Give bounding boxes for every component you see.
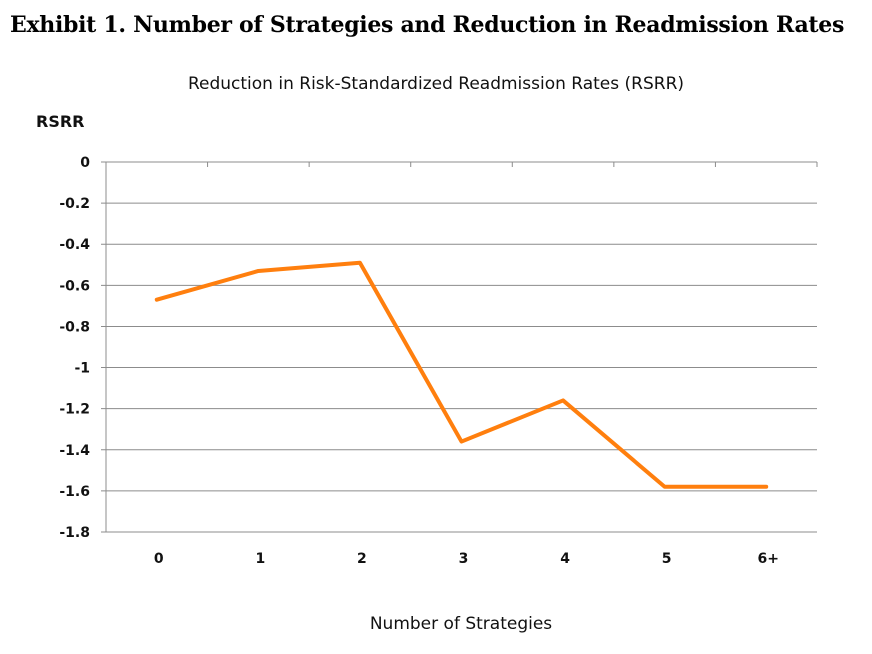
y-tick-label: -0.4 [59, 237, 90, 253]
x-tick-label: 2 [357, 551, 367, 567]
chart-title: Reduction in Risk-Standardized Readmissi… [187, 74, 685, 94]
y-axis-label: RSRR [36, 112, 84, 131]
y-tick-label: 0 [80, 155, 90, 171]
y-tick-labels: 0 -0.2 -0.4 -0.6 -0.8 -1 -1.2 -1.4 -1.6 -1.8 [59, 155, 90, 541]
x-tick-label: 5 [662, 551, 672, 567]
axes [105, 162, 818, 532]
y-tick-label: -1.6 [59, 484, 90, 500]
x-tick-label: 4 [560, 551, 570, 567]
x-tick-label: 3 [459, 551, 469, 567]
gridlines [101, 161, 817, 533]
series-line [154, 260, 769, 489]
x-axis-label: Number of Strategies [370, 614, 552, 634]
exhibit-title: Exhibit 1. Number of Strategies and Redu… [10, 12, 845, 38]
y-tick-label: -1.2 [59, 402, 90, 418]
y-tick-label: -0.8 [59, 319, 90, 335]
y-tick-label: -1.4 [59, 443, 90, 459]
x-tick-label: 1 [255, 551, 265, 567]
x-tick-labels: 0 1 2 3 4 5 6+ [154, 551, 779, 567]
x-tick-label: 6+ [757, 551, 778, 567]
y-tick-label: -0.2 [59, 196, 90, 212]
y-tick-label: -0.6 [59, 278, 90, 294]
y-tick-label: -1 [74, 361, 90, 377]
y-tick-label: -1.8 [59, 525, 90, 541]
x-tick-label: 0 [154, 551, 164, 567]
series [154, 260, 769, 489]
